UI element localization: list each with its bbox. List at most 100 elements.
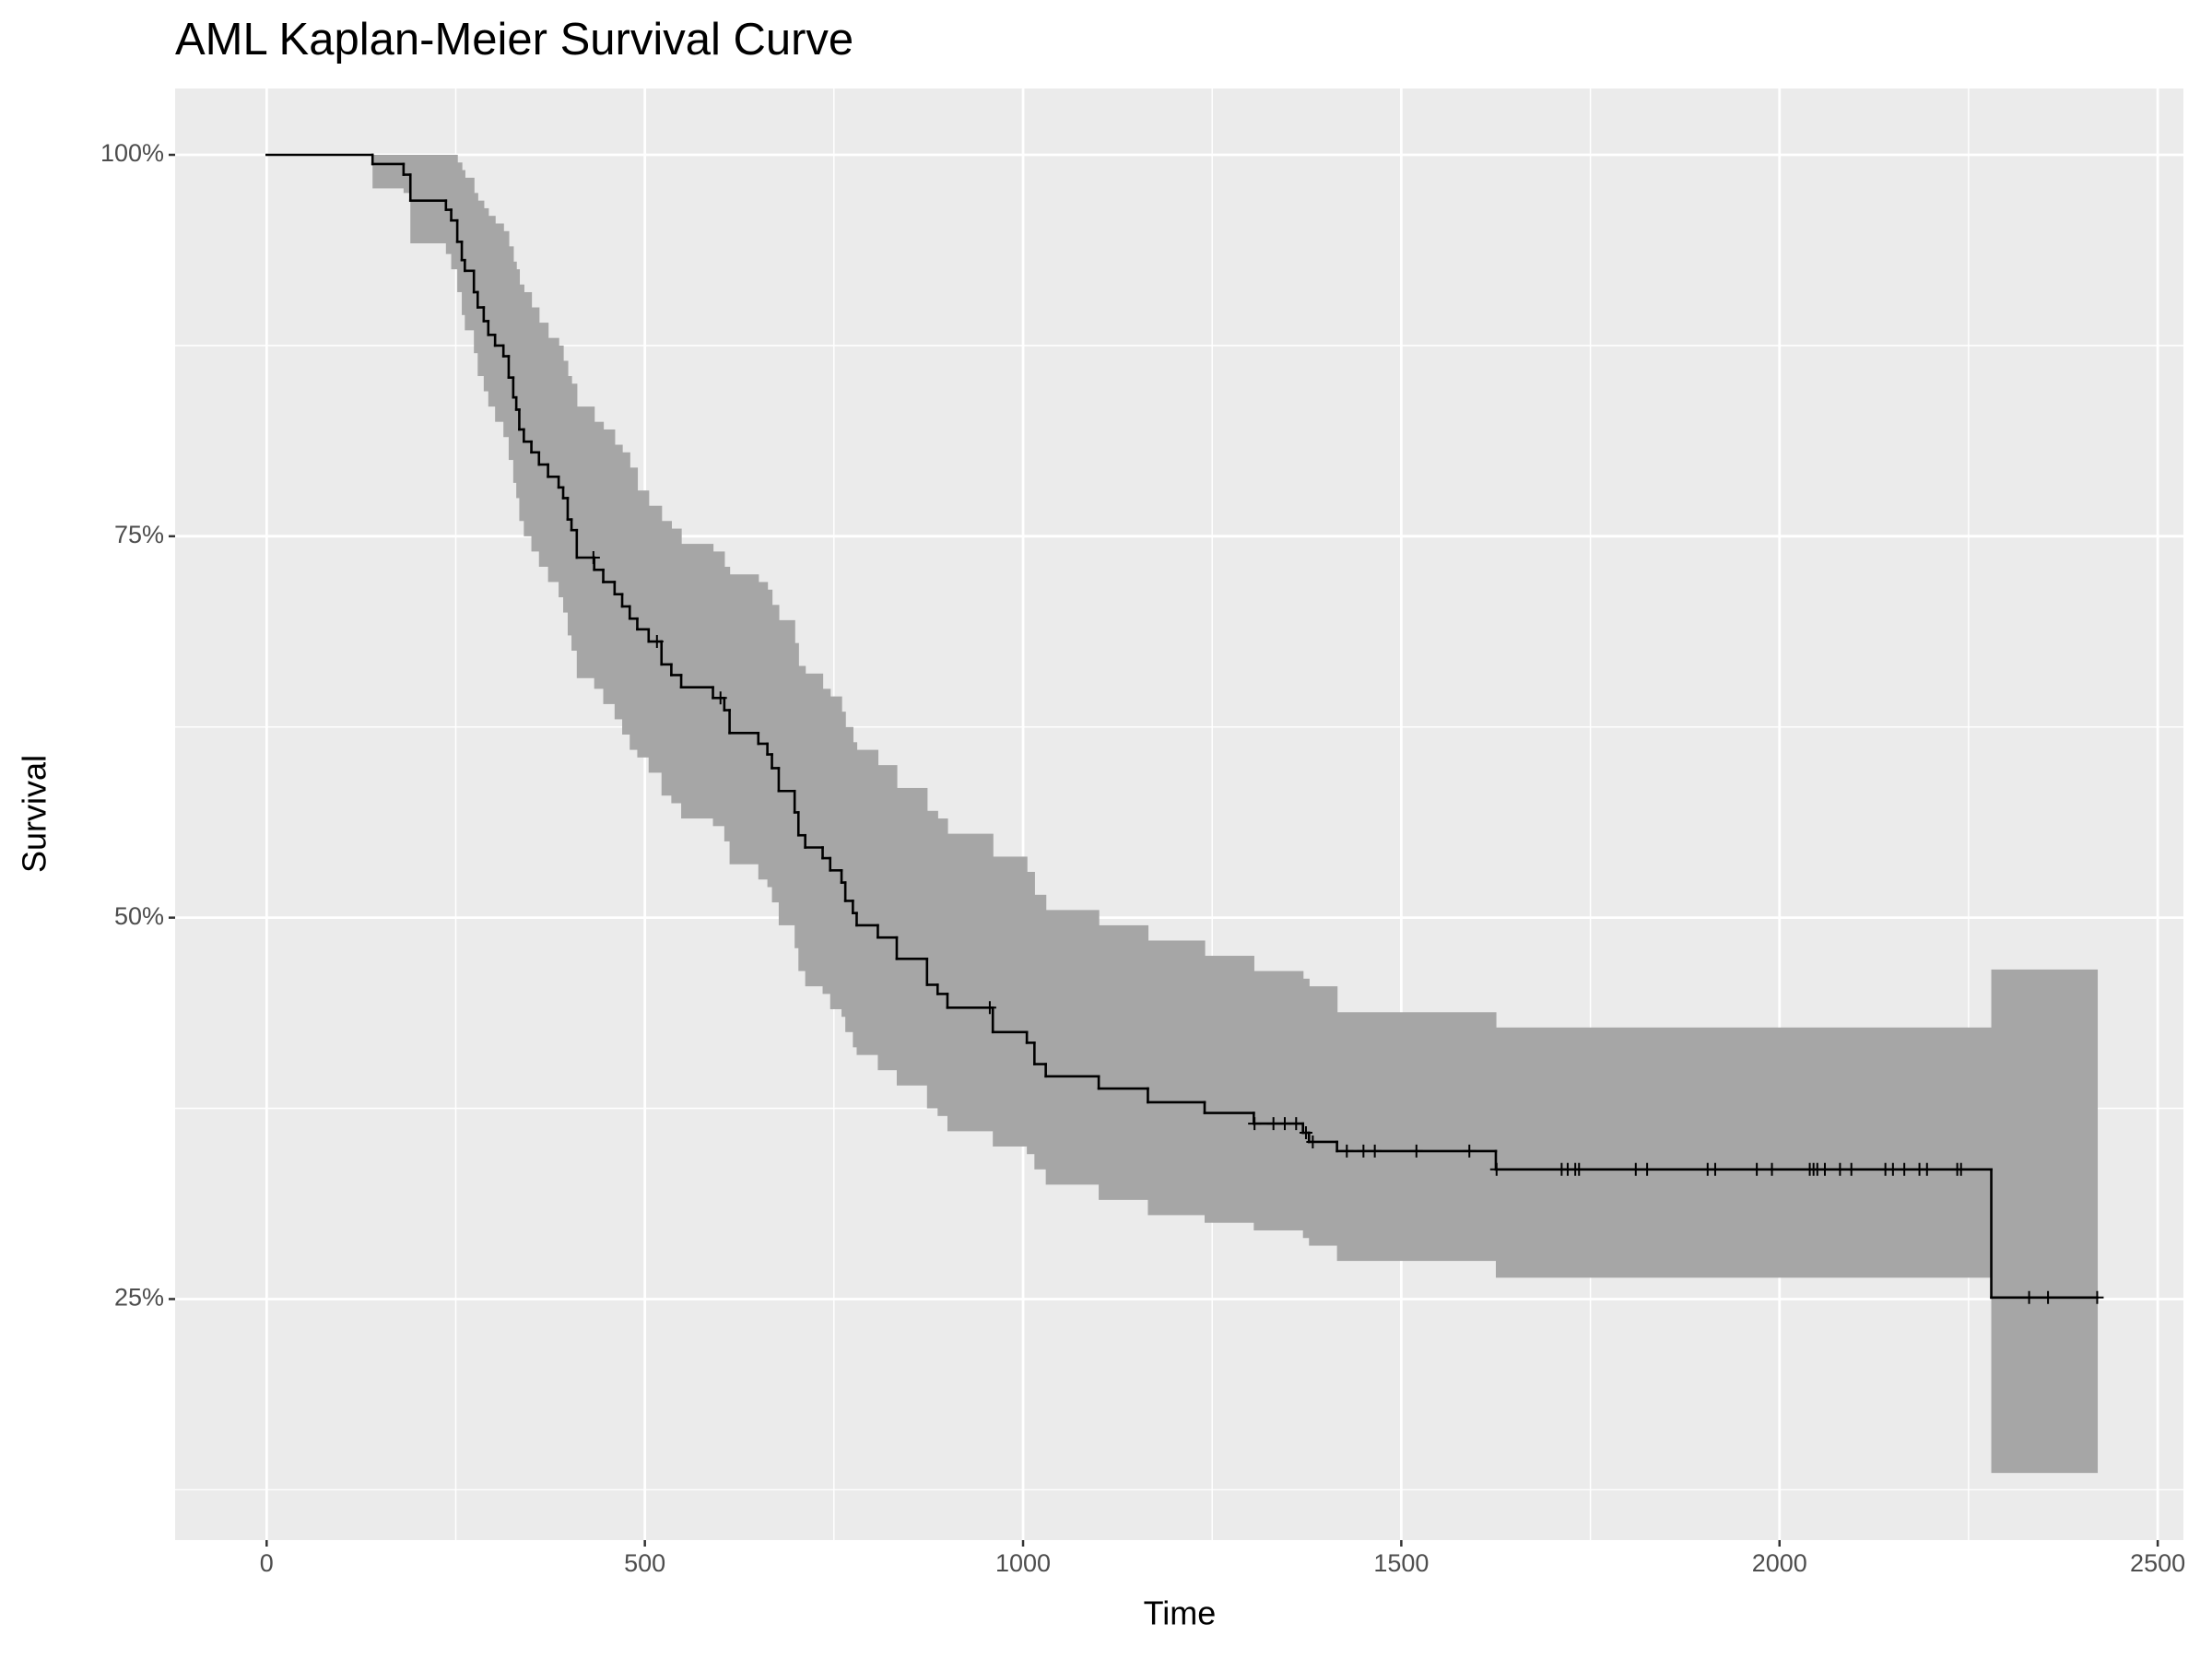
confidence-band: [937, 818, 948, 1116]
confidence-band: [724, 566, 731, 841]
confidence-band: [1495, 1027, 1993, 1278]
censor-mark: [1248, 1117, 1262, 1131]
confidence-band: [465, 177, 475, 331]
confidence-band: [483, 207, 489, 392]
confidence-band: [1099, 924, 1149, 1200]
censor-mark: [1299, 1126, 1312, 1140]
censor-mark: [1409, 1144, 1423, 1158]
confidence-band: [576, 406, 595, 678]
confidence-band: [457, 162, 463, 292]
censor-mark: [1277, 1117, 1291, 1131]
confidence-band: [563, 360, 569, 613]
censor-mark: [586, 550, 600, 564]
confidence-band: [614, 444, 623, 720]
confidence-band: [1336, 1012, 1497, 1262]
confidence-band: [1034, 894, 1047, 1170]
y-tick-label: 100%: [100, 139, 164, 167]
censor-mark: [650, 635, 664, 649]
x-tick-label: 0: [260, 1549, 274, 1577]
chart-title: AML Kaplan-Meier Survival Curve: [175, 15, 853, 65]
confidence-band: [1147, 940, 1206, 1216]
confidence-band: [993, 856, 1028, 1147]
x-tick-label: 1000: [995, 1549, 1051, 1577]
confidence-band: [629, 467, 639, 750]
confidence-band: [559, 345, 564, 598]
confidence-band: [410, 155, 447, 244]
censor-mark: [1886, 1162, 1900, 1176]
confidence-band: [462, 170, 465, 315]
confidence-band: [1991, 969, 2099, 1474]
confidence-band: [1204, 956, 1254, 1223]
y-axis-title: Survival: [16, 755, 53, 873]
confidence-band: [1045, 910, 1100, 1185]
censor-mark: [1463, 1144, 1477, 1158]
confidence-band: [926, 810, 938, 1109]
x-tick-label: 1500: [1373, 1549, 1429, 1577]
confidence-band: [445, 155, 453, 254]
censor-mark: [1708, 1162, 1722, 1176]
censor-mark: [1833, 1162, 1847, 1176]
confidence-band: [822, 688, 831, 994]
censor-mark: [1954, 1162, 1968, 1176]
confidence-band: [778, 619, 795, 925]
confidence-band: [603, 429, 616, 704]
confidence-band: [794, 642, 799, 948]
confidence-band: [767, 589, 773, 888]
confidence-band: [853, 742, 858, 1048]
confidence-band: [681, 544, 714, 819]
confidence-band: [503, 230, 510, 438]
censor-mark: [1306, 1135, 1320, 1148]
confidence-band: [648, 505, 663, 773]
confidence-band: [1302, 978, 1310, 1239]
censor-mark: [1629, 1162, 1642, 1176]
censor-mark: [1641, 1162, 1654, 1176]
confidence-band: [877, 765, 898, 1071]
censor-mark: [1844, 1162, 1858, 1176]
confidence-band: [1253, 971, 1304, 1230]
confidence-band: [571, 383, 578, 651]
censor-mark: [1340, 1144, 1354, 1158]
x-tick-label: 500: [624, 1549, 665, 1577]
censor-mark: [2022, 1290, 2036, 1304]
confidence-band: [896, 787, 928, 1086]
censor-mark: [2041, 1290, 2055, 1304]
confidence-band: [712, 551, 725, 827]
confidence-band: [516, 269, 521, 499]
confidence-band: [1309, 986, 1338, 1246]
censor-mark: [1572, 1162, 1586, 1176]
y-tick-label: 25%: [114, 1284, 164, 1312]
confidence-band: [947, 833, 994, 1132]
y-tick-label: 50%: [114, 902, 164, 930]
censor-mark: [1898, 1162, 1912, 1176]
confidence-band: [729, 574, 759, 865]
censor-mark: [1765, 1162, 1779, 1176]
confidence-band: [671, 528, 682, 804]
y-tick-label: 75%: [114, 521, 164, 548]
confidence-band: [771, 605, 780, 903]
confidence-band: [805, 673, 824, 987]
x-tick-label: 2000: [1752, 1549, 1807, 1577]
confidence-band: [622, 452, 630, 735]
censor-mark: [1266, 1117, 1280, 1131]
censor-mark: [1489, 1162, 1503, 1176]
censor-mark: [982, 1001, 996, 1015]
confidence-band: [845, 726, 853, 1032]
confidence-band: [495, 223, 504, 422]
confidence-band: [841, 712, 846, 1018]
censor-mark: [1289, 1117, 1303, 1131]
confidence-band: [1027, 871, 1035, 1155]
confidence-band: [830, 696, 842, 1009]
censor-mark: [1920, 1162, 1934, 1176]
x-tick-label: 2500: [2130, 1549, 2185, 1577]
confidence-band: [758, 582, 769, 880]
confidence-band: [524, 291, 533, 536]
confidence-band: [856, 749, 879, 1055]
confidence-band: [451, 155, 458, 270]
confidence-band: [567, 376, 572, 636]
confidence-band: [488, 216, 496, 407]
censor-mark: [1368, 1144, 1382, 1158]
censor-mark: [2090, 1290, 2104, 1304]
confidence-band: [508, 246, 514, 461]
confidence-band: [538, 323, 549, 567]
